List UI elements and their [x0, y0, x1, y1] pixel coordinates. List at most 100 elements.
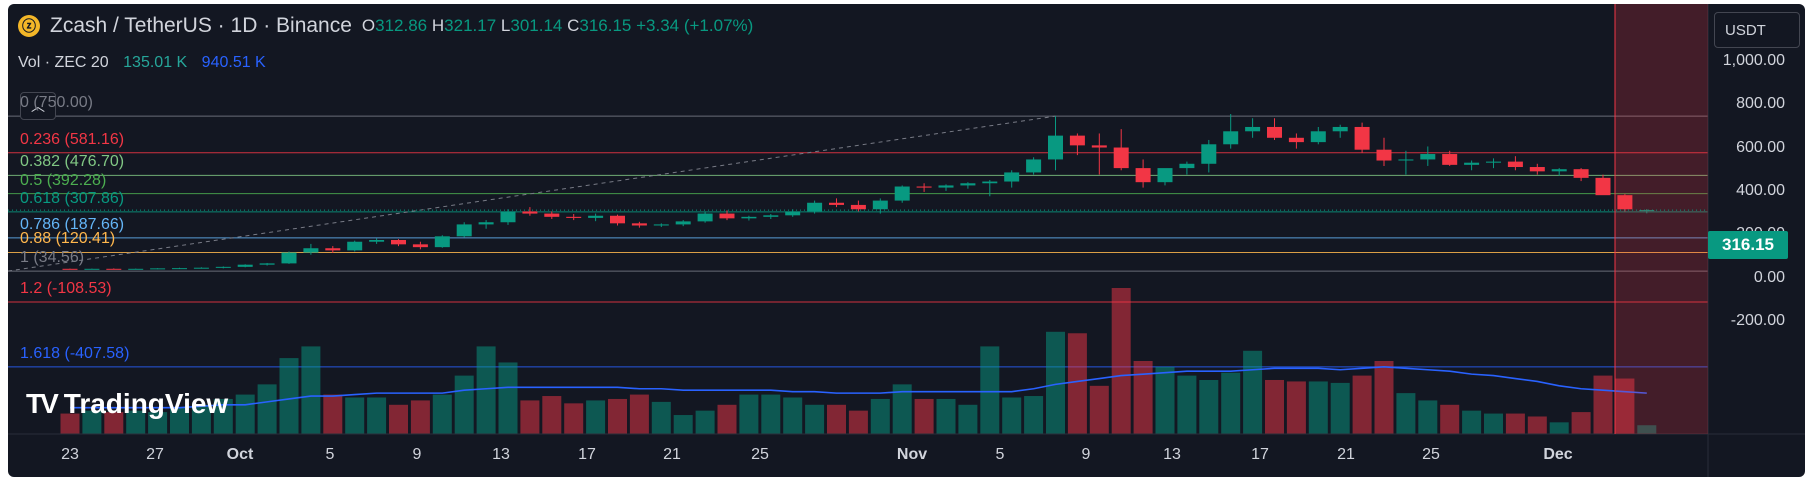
time-tick-label: 21	[1337, 446, 1355, 463]
volume-bar	[1396, 393, 1416, 434]
open-value: 312.86	[375, 16, 428, 35]
volume-bar	[717, 404, 737, 434]
chart-canvas[interactable]	[8, 4, 1805, 477]
fib-level-label: 1.618 (-407.58)	[20, 344, 130, 362]
zcash-coin-icon[interactable]: ⓩ	[18, 15, 40, 37]
candle-body	[303, 248, 319, 253]
time-tick-label: 13	[492, 446, 510, 463]
volume-ma-line	[70, 366, 1647, 409]
candle-body	[1573, 169, 1589, 178]
fib-level-label: 0.5 (392.28)	[20, 171, 107, 189]
volume-bar	[1374, 361, 1394, 434]
volume-bar	[1002, 397, 1022, 434]
candle-body	[653, 224, 669, 226]
candle-body	[872, 200, 888, 210]
chart-frame: ⓩ Zcash / TetherUS · 1D · Binance O312.8…	[8, 4, 1805, 477]
chart-header: ⓩ Zcash / TetherUS · 1D · Binance O312.8…	[18, 14, 753, 38]
volume-bar	[761, 394, 781, 434]
volume-bar	[1199, 379, 1219, 434]
candle-body	[259, 263, 275, 265]
candle-body	[1004, 172, 1020, 182]
candle-body	[938, 185, 954, 188]
volume-bar	[82, 410, 102, 434]
candle-body	[1398, 159, 1414, 161]
volume-bar	[345, 397, 365, 434]
candle-body	[741, 216, 757, 219]
candle-body	[62, 268, 78, 270]
close-label: C	[567, 16, 580, 35]
volume-bar	[126, 410, 146, 434]
volume-bar	[673, 415, 693, 434]
candle-body	[412, 244, 428, 248]
candle-body	[1288, 137, 1304, 143]
volume-bar	[805, 404, 825, 434]
currency-button[interactable]: USDT	[1714, 12, 1800, 48]
fib-level-label: 0.786 (187.66)	[20, 215, 125, 233]
candle-body	[456, 224, 472, 237]
open-label: O	[361, 16, 376, 35]
candle-body	[500, 211, 516, 223]
candle-body	[763, 215, 779, 217]
candle-body	[916, 186, 932, 188]
fib-level-label: 0.618 (307.86)	[20, 189, 125, 207]
volume-bar	[1330, 382, 1350, 434]
volume-bar	[520, 400, 540, 434]
candle-body	[1486, 161, 1501, 163]
volume-bar	[629, 394, 649, 434]
volume-bar	[301, 346, 321, 434]
candle-body	[675, 221, 691, 225]
candle-body	[128, 268, 144, 270]
collapse-legend-button[interactable]: ︿	[20, 92, 56, 120]
volume-bar	[498, 362, 518, 434]
candle-body	[1551, 169, 1567, 172]
fib-level-label: 1 (34.56)	[20, 249, 85, 267]
volume-bar	[389, 404, 408, 434]
symbol-title[interactable]: Zcash / TetherUS · 1D · Binance	[50, 14, 352, 37]
candle-body	[1464, 162, 1480, 165]
volume-bar	[1111, 288, 1131, 434]
volume-ma-value: 940.51 K	[201, 54, 266, 71]
candle-body	[1507, 161, 1523, 168]
volume-bar	[914, 398, 934, 434]
time-tick-label: Nov	[896, 446, 928, 463]
time-tick-label: 9	[412, 446, 422, 463]
candle-body	[807, 202, 823, 212]
volume-bar	[1243, 350, 1263, 434]
candle-body	[1267, 126, 1282, 138]
candle-body	[850, 204, 866, 210]
time-tick-label: 25	[751, 446, 769, 463]
tradingview-logo[interactable]: TV TradingView	[26, 388, 228, 420]
candle-body	[84, 268, 100, 270]
volume-bar	[1505, 413, 1525, 434]
candle-body	[544, 213, 560, 217]
volume-bar	[739, 394, 759, 434]
volume-bar	[695, 410, 715, 434]
candle-body	[478, 222, 494, 225]
logo-text: TradingView	[63, 388, 229, 419]
volume-bar	[257, 384, 277, 434]
time-tick-label: 17	[1251, 446, 1269, 463]
candle-body	[1179, 163, 1195, 169]
candle-body	[566, 216, 582, 218]
chevron-up-icon: ︿	[31, 98, 45, 114]
last-price-badge: 316.15	[1708, 231, 1788, 259]
time-tick-label: 17	[578, 446, 596, 463]
volume-bar	[783, 397, 803, 434]
candle-body	[1245, 126, 1261, 132]
volume-bar	[542, 396, 562, 434]
volume-bar	[848, 410, 868, 434]
time-tick-label: 27	[146, 446, 164, 463]
candle-body	[697, 213, 713, 222]
volume-legend[interactable]: Vol · ZEC 20 135.01 K 940.51 K	[18, 54, 266, 72]
high-value: 321.17	[444, 16, 497, 35]
candle-body	[894, 186, 910, 201]
candle-body	[237, 264, 253, 267]
volume-bar	[827, 404, 846, 434]
candle-body	[434, 236, 450, 248]
price-tick-label: 400.00	[1736, 181, 1785, 199]
volume-bar	[1484, 413, 1503, 434]
candle-body	[785, 211, 801, 216]
candle-body	[1420, 154, 1436, 160]
candle-body	[1376, 149, 1392, 161]
candle-body	[1639, 210, 1655, 212]
